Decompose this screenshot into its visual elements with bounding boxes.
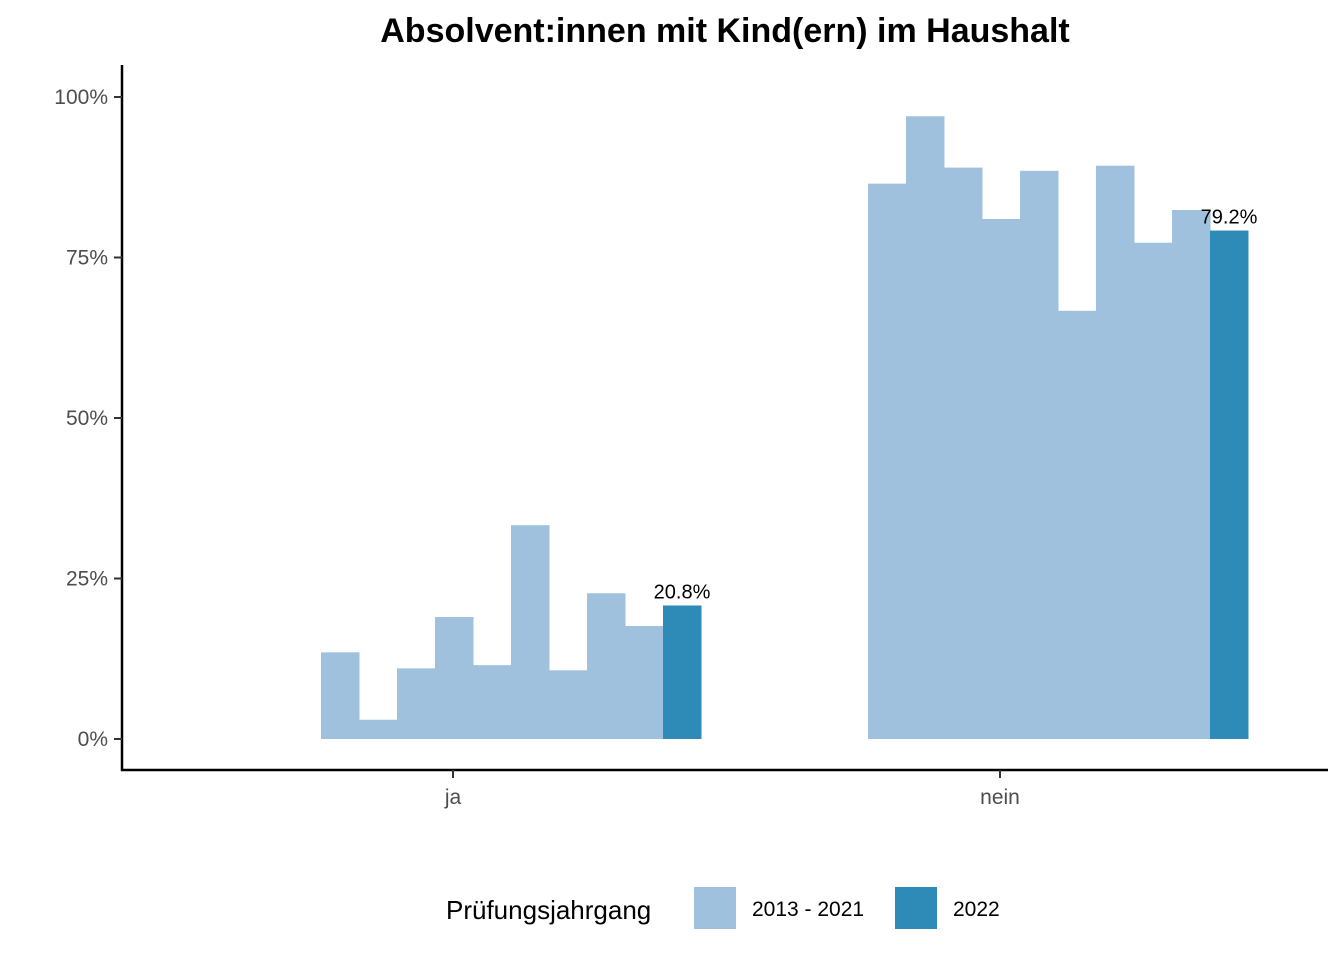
bar-ja-8 (587, 593, 626, 739)
bar-nein-9 (1172, 209, 1211, 739)
bars-layer (321, 116, 1249, 740)
y-tick-label: 25% (66, 568, 108, 591)
bar-nein-5 (1020, 170, 1059, 739)
bar-nein-8 (1134, 242, 1173, 739)
bar-ja-9 (625, 626, 664, 739)
legend-label-2: 2022 (953, 898, 1000, 921)
y-tick-label: 100% (54, 86, 108, 109)
bar-nein-3 (944, 167, 983, 739)
bar-ja-1 (321, 652, 360, 739)
x-tick-label-ja: ja (444, 786, 462, 809)
bar-nein-6 (1058, 310, 1097, 739)
y-tick-label: 75% (66, 247, 108, 270)
legend: Prüfungsjahrgang 2013 - 2021 2022 (446, 887, 1000, 929)
legend-label-1: 2013 - 2021 (752, 898, 864, 921)
bar-nein-1 (868, 183, 907, 740)
bar-ja-6 (511, 525, 550, 739)
bar-ja-7 (549, 670, 588, 739)
x-tick-label-nein: nein (980, 786, 1020, 809)
legend-title: Prüfungsjahrgang (446, 895, 651, 925)
chart-title: Absolvent:innen mit Kind(ern) im Haushal… (380, 12, 1069, 50)
bar-nein-4 (982, 218, 1021, 740)
bar-ja-5 (473, 665, 512, 739)
bar-ja-4 (435, 617, 474, 739)
bar-ja-2 (359, 719, 398, 739)
bar-ja-3 (397, 668, 436, 739)
bar-nein-2 (906, 116, 945, 739)
axes-layer: 0% 25% 50% 75% 100% ja nein (54, 65, 1328, 809)
legend-swatch-1 (694, 887, 736, 929)
bar-nein-7 (1096, 165, 1135, 740)
data-label-ja: 20.8% (654, 581, 711, 603)
bar-ja-10 (663, 605, 702, 739)
y-tick-label: 0% (78, 728, 108, 751)
y-tick-label: 50% (66, 407, 108, 430)
bar-nein-10 (1210, 230, 1249, 739)
legend-swatch-2 (895, 887, 937, 929)
data-labels-layer: 20.8% 79.2% (654, 207, 1258, 604)
data-label-nein: 79.2% (1201, 207, 1258, 229)
